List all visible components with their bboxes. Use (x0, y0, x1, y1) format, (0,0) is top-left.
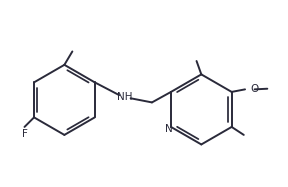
Text: F: F (22, 129, 27, 139)
Text: O: O (250, 84, 258, 94)
Text: N: N (164, 125, 172, 134)
Text: NH: NH (117, 92, 133, 102)
